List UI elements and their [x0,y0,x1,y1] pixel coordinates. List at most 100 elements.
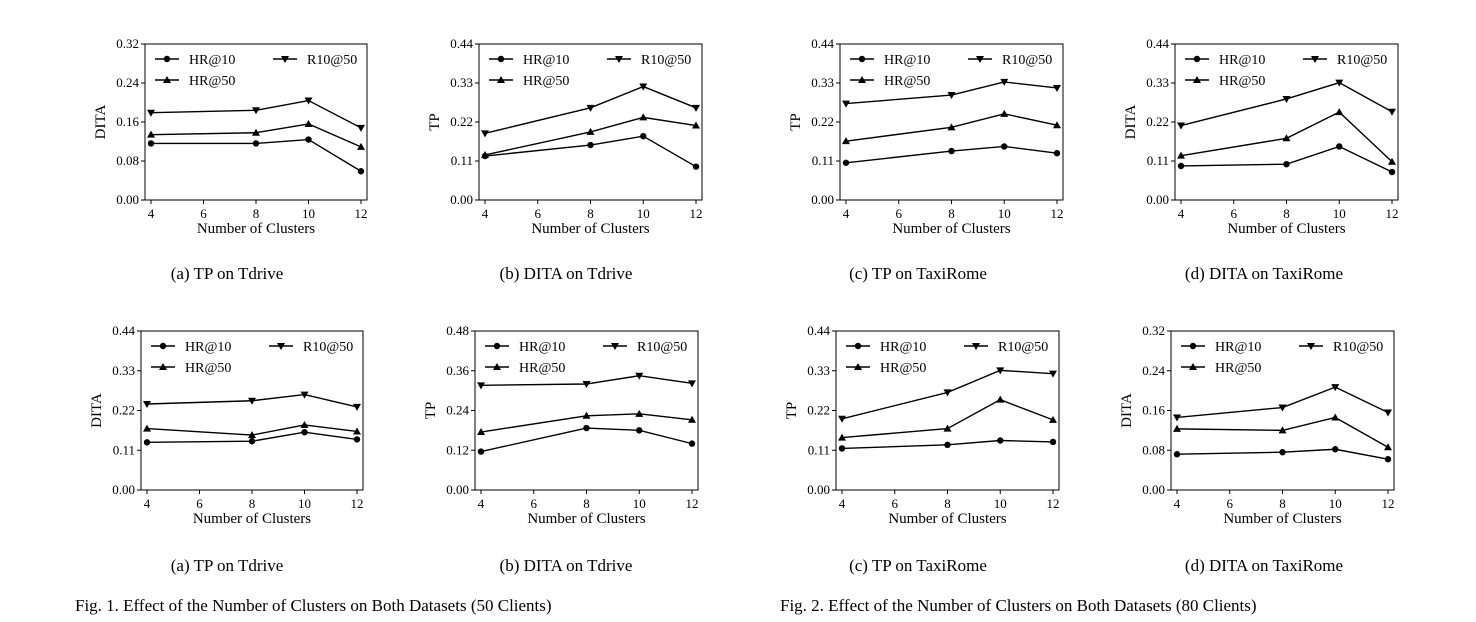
subcaption: (a) TP on Tdrive [171,556,284,575]
series-line-R10@50 [1180,81,1393,127]
legend-label: R10@50 [1333,340,1383,355]
data-point-HR@10 [305,136,312,143]
legend-label: R10@50 [303,340,353,355]
y-tick-label: 0.24 [446,403,469,418]
y-tick-label: 0.32 [1142,323,1165,338]
data-point-R10@50 [947,92,956,100]
data-point-HR@50 [252,128,260,136]
data-point-HR@50 [688,415,696,423]
legend-label: HR@50 [185,361,231,376]
data-point-HR@50 [692,121,700,129]
x-axis-label: Number of Clusters [888,511,1006,527]
x-tick-label: 4 [478,496,485,511]
legend-marker [1189,342,1197,350]
legend-marker [497,76,505,83]
data-point-HR@50 [1384,443,1392,451]
legend-marker [854,363,862,370]
data-point-HR@10 [1001,143,1008,150]
legend-marker [493,363,501,370]
x-tick-label: 6 [896,206,903,221]
chart-panel-2: 0.00 0.11 0.22 0.33 0.44 4 6 8 10 12 Number of Clu… [427,36,703,283]
data-point-HR@50 [1177,151,1185,159]
y-tick-label: 0.44 [1146,36,1169,51]
x-axis-label: Number of Clusters [193,511,311,527]
series-line-HR@50 [1180,111,1393,163]
legend-marker [1311,56,1319,63]
data-point-HR@50 [147,130,155,138]
data-point-HR@10 [1384,455,1392,463]
series-line-HR@10 [146,431,358,443]
data-point-HR@10 [587,141,594,149]
legend-marker [281,56,289,63]
data-point-HR@50 [1331,413,1340,421]
series-line-HR@50 [150,123,362,148]
legend-marker [1189,363,1197,370]
y-tick-label: 0.22 [1146,114,1169,129]
data-point-R10@50 [639,83,648,91]
data-point-HR@50 [353,427,361,435]
legend-label: HR@10 [884,53,930,68]
legend-label: R10@50 [637,340,687,355]
data-point-R10@50 [996,367,1005,375]
data-point-R10@50 [586,104,595,112]
x-tick-label: 8 [253,206,260,221]
legend-label: HR@50 [519,361,565,376]
legend-marker [1307,343,1315,350]
x-tick-label: 4 [1178,206,1185,221]
data-point-HR@10 [842,159,850,166]
y-tick-label: 0.00 [811,192,834,207]
x-tick-label: 8 [587,206,594,221]
data-point-R10@50 [688,380,696,388]
x-tick-label: 4 [482,206,489,221]
data-point-HR@10 [692,163,700,170]
data-point-R10@50 [357,124,365,132]
y-tick-label: 0.33 [112,363,135,378]
chart-panel-1: 0.00 0.08 0.16 0.24 0.32 4 6 8 10 12 Number of Clu… [93,36,368,283]
subcaption: (d) DITA on TaxiRome [1185,264,1343,283]
data-point-HR@50 [639,113,648,121]
y-tick-label: 0.08 [116,153,139,168]
x-tick-label: 12 [686,496,699,511]
data-point-HR@10 [477,448,485,455]
data-point-HR@10 [636,427,643,434]
x-tick-label: 8 [1279,496,1286,511]
y-tick-label: 0.33 [450,75,473,90]
data-point-HR@50 [357,142,365,150]
x-tick-label: 10 [302,206,315,221]
y-tick-label: 0.33 [1146,75,1169,90]
data-point-HR@50 [635,409,644,417]
y-axis-label: DITA [1119,393,1135,428]
legend-label: R10@50 [998,340,1048,355]
data-point-HR@10 [1279,449,1286,456]
y-tick-label: 0.16 [116,114,139,129]
y-tick-label: 0.00 [1146,192,1169,207]
x-tick-label: 8 [249,496,256,511]
chart-panel-8: 0.00 0.08 0.16 0.24 0.32 4 6 8 10 12 Number of Clu… [1119,323,1395,575]
legend-label: R10@50 [641,53,691,68]
data-point-HR@50 [248,431,256,439]
y-tick-label: 0.33 [811,75,834,90]
series-line-HR@50 [1176,416,1389,448]
chart-panel-3: 0.00 0.11 0.22 0.33 0.44 4 6 8 10 12 Number of Clu… [788,36,1064,283]
data-point-HR@50 [947,123,956,131]
data-point-HR@10 [1053,150,1061,157]
data-point-HR@10 [1336,143,1343,150]
data-point-R10@50 [1331,384,1340,392]
series-line-R10@50 [841,369,1054,420]
legend-marker [1193,55,1201,63]
x-tick-label: 6 [892,496,899,511]
data-point-HR@10 [1173,451,1181,458]
figure-1-caption: Fig. 1. Effect of the Number of Clusters… [75,596,552,615]
data-point-R10@50 [248,397,256,405]
data-point-R10@50 [582,381,591,388]
y-tick-label: 0.22 [450,114,473,129]
data-point-R10@50 [477,382,485,390]
y-axis-label: TP [788,113,804,131]
data-point-R10@50 [143,400,151,408]
series-line-HR@50 [480,413,693,433]
data-point-HR@50 [1278,426,1287,434]
series-line-HR@10 [845,145,1058,164]
figure-2-caption: Fig. 2. Effect of the Number of Clusters… [780,596,1257,615]
series-line-HR@10 [480,427,693,453]
